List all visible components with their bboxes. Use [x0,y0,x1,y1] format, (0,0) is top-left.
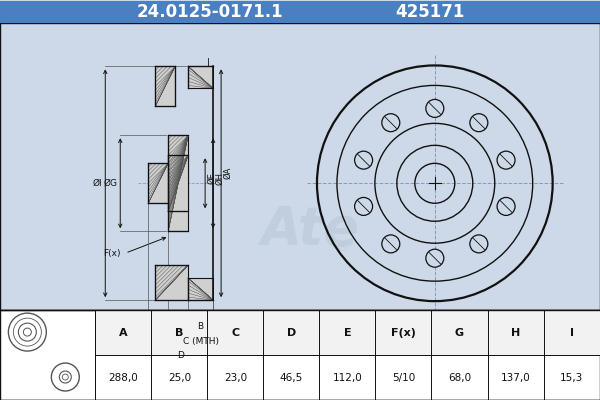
Text: ØE: ØE [207,172,216,184]
Text: D: D [177,351,184,360]
Bar [155,265,188,300]
Text: Ate: Ate [260,204,359,256]
Circle shape [355,151,373,169]
Text: A: A [119,328,128,338]
Bar [188,66,213,88]
Text: ØI: ØI [92,179,102,188]
Text: F(x): F(x) [103,249,121,258]
Text: G: G [455,328,464,338]
Text: ØA: ØA [223,167,232,180]
Text: 137,0: 137,0 [500,372,530,382]
Circle shape [470,235,488,253]
Bar [188,278,213,300]
Text: 15,3: 15,3 [560,372,583,382]
Text: 23,0: 23,0 [224,372,247,382]
Bar [95,310,599,355]
Circle shape [382,235,400,253]
Bar [168,135,188,231]
Circle shape [426,99,444,117]
Text: B: B [175,328,184,338]
Text: 46,5: 46,5 [280,372,303,382]
Circle shape [497,198,515,216]
Bar [1,22,599,310]
Text: 5/10: 5/10 [392,372,415,382]
Circle shape [382,114,400,132]
Text: ®: ® [335,241,349,255]
Bar [148,163,168,203]
Text: D: D [287,328,296,338]
Text: ØG: ØG [103,179,117,188]
Text: 288,0: 288,0 [109,372,138,382]
Text: C: C [232,328,239,338]
Circle shape [355,198,373,216]
Circle shape [497,151,515,169]
Text: H: H [511,328,520,338]
Text: 112,0: 112,0 [332,372,362,382]
Text: 425171: 425171 [395,2,464,20]
Bar [155,66,175,106]
Text: 24.0125-0171.1: 24.0125-0171.1 [137,2,283,20]
Text: F(x): F(x) [391,328,416,338]
Bar [1,0,599,22]
Text: 68,0: 68,0 [448,372,471,382]
Text: C (MTH): C (MTH) [182,337,218,346]
Circle shape [470,114,488,132]
Text: I: I [569,328,574,338]
Text: ØH: ØH [215,172,224,185]
Text: B: B [197,322,203,331]
Text: E: E [344,328,351,338]
Bar [1,310,599,400]
Bar [168,155,188,211]
Text: 25,0: 25,0 [168,372,191,382]
Circle shape [426,249,444,267]
